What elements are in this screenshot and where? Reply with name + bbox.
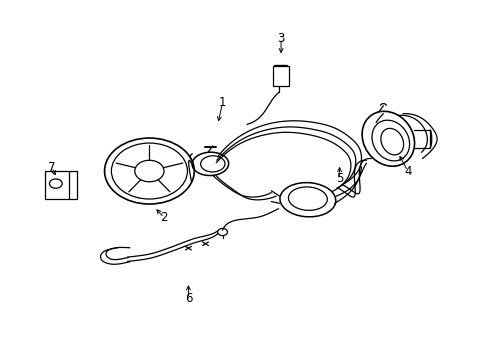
- Text: 3: 3: [277, 32, 284, 45]
- Text: 6: 6: [184, 292, 192, 305]
- Text: 5: 5: [335, 172, 343, 185]
- Text: 1: 1: [218, 96, 226, 109]
- Bar: [44, 171, 69, 199]
- Text: 4: 4: [403, 165, 411, 177]
- Text: 7: 7: [48, 161, 56, 174]
- Bar: [273, 66, 288, 86]
- Text: 2: 2: [160, 211, 167, 224]
